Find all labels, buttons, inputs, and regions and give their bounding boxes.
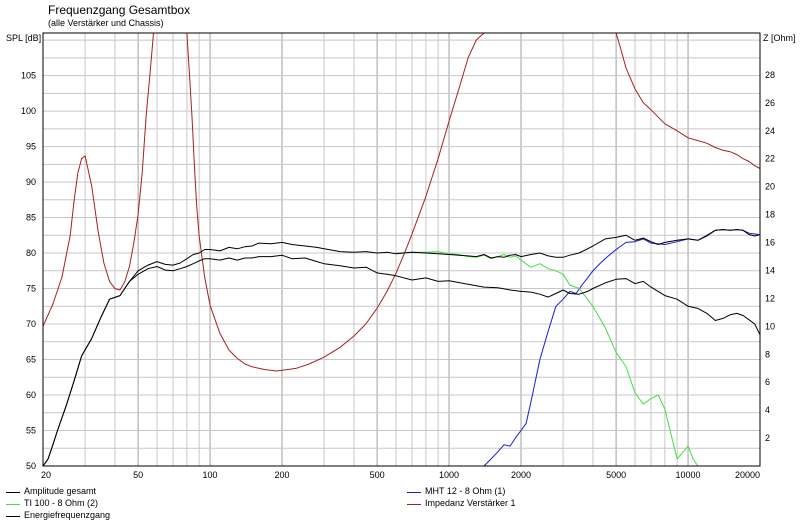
y-right-tick-label: 14 [765,265,775,275]
legend-swatch [407,504,421,505]
x-tick-label: 10000 [676,470,701,480]
y-right-tick-label: 28 [765,70,775,80]
y-left-tick-label: 75 [26,284,36,294]
y-axis-left-label: SPL [dB] [6,33,42,43]
y-right-tick-label: 10 [765,321,775,331]
y-right-tick-label: 20 [765,182,775,192]
y-right-tick-label: 4 [765,405,770,415]
legend-swatch [6,492,20,493]
x-tick-label: 5000 [606,470,626,480]
y-right-tick-label: 12 [765,293,775,303]
series-group [42,32,761,467]
y-right-tick-label: 16 [765,238,775,248]
plot-frame [42,32,761,467]
y-right-tick-label: 2 [765,433,770,443]
legend-swatch [6,504,20,505]
x-tick-label: 20000 [735,470,760,480]
x-tick-label: 20 [41,470,51,480]
chart-title: Frequenzgang Gesamtbox [48,3,191,17]
legend-swatch [407,492,421,493]
legend-label: Impedanz Verstärker 1 [425,498,516,508]
legend-label: MHT 12 - 8 Ohm (1) [425,486,506,496]
x-tick-label: 50 [133,470,143,480]
y-right-tick-label: 24 [765,126,775,136]
y-left-tick-label: 100 [21,106,36,116]
y-left-tick-label: 65 [26,355,36,365]
y-left-tick-label: 50 [26,461,36,471]
y-right-tick-label: 6 [765,377,770,387]
series-line-amplitude-gesamt [42,229,761,467]
y-left-tick-label: 55 [26,426,36,436]
x-tick-label: 1000 [439,470,459,480]
y-left-tick-label: 90 [26,177,36,187]
y-axis-right-label: Z [Ohm] [763,33,796,43]
legend-swatch [6,516,20,517]
legend-label: Amplitude gesamt [24,486,97,496]
x-tick-label: 2000 [511,470,531,480]
x-tick-label: 200 [274,470,289,480]
y-left-tick-label: 85 [26,213,36,223]
y-right-tick-label: 26 [765,98,775,108]
y-right-tick-label: 8 [765,349,770,359]
y-left-tick-label: 105 [21,71,36,81]
chart-subtitle: (alle Verstärker und Chassis) [48,18,164,28]
y-left-tick-label: 95 [26,142,36,152]
x-tick-label: 500 [370,470,385,480]
legend-label: TI 100 - 8 Ohm (2) [24,498,99,508]
y-right-tick-label: 18 [765,210,775,220]
series-line-ti-100-8-ohm-2 [395,251,707,467]
grid [43,33,760,466]
y-right-tick-label: 22 [765,154,775,164]
series-line-energiefrequenzgang [42,254,761,467]
series-line-impedanz-verst-rker-1 [42,32,761,372]
legend-label: Energiefrequenzgang [24,510,111,520]
y-left-tick-label: 60 [26,390,36,400]
y-left-tick-label: 70 [26,319,36,329]
x-tick-label: 100 [203,470,218,480]
y-left-tick-label: 80 [26,248,36,258]
tick-labels: 20 50 100 200 500 1000 2000 5000 10000 20000 50 55 6… [21,70,775,480]
